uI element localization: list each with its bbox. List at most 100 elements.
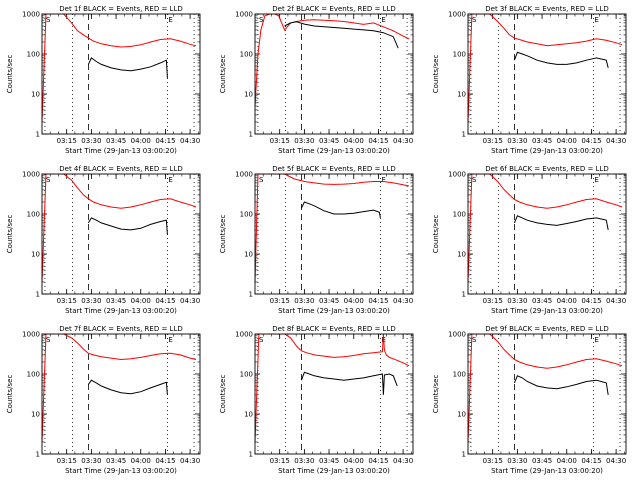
detector-panel-3: Det 3f BLACK = Events, RED = LLD Counts/s…	[432, 5, 627, 155]
time-marker-label: E	[594, 176, 598, 184]
x-tick-label: 04:00	[131, 297, 151, 305]
series-line-events	[300, 201, 381, 218]
x-tick-label: 03:45	[106, 297, 126, 305]
time-marker-label: E	[381, 16, 385, 24]
x-tick-label: 04:00	[344, 297, 364, 305]
y-tick-label: 100	[240, 211, 253, 219]
x-tick-label: 03:15	[270, 457, 290, 465]
x-axis-label: Start Time (29-Jan-13 03:00:20)	[278, 307, 390, 315]
plot-frame	[254, 333, 414, 455]
time-marker-label: S	[472, 176, 477, 184]
y-axis-label: Counts/sec	[219, 55, 227, 94]
x-tick-label: 04:00	[131, 137, 151, 145]
x-tick-label: 03:30	[507, 137, 527, 145]
x-axis-label: Start Time (29-Jan-13 03:00:20)	[65, 467, 177, 475]
x-tick-label: 04:15	[368, 457, 388, 465]
series-line-events	[284, 21, 399, 49]
detector-panel-5: Det 5f BLACK = Events, RED = LLD Counts/s…	[219, 165, 414, 315]
y-axis-label: Counts/sec	[432, 215, 440, 254]
y-tick-label: 1	[36, 131, 40, 139]
series-line-lld	[42, 14, 197, 123]
detector-panel-1: Det 1f BLACK = Events, RED = LLD Counts/s…	[6, 5, 201, 155]
y-tick-label: 1	[36, 451, 40, 459]
y-tick-label: 10	[457, 91, 466, 99]
panel-title: Det 8f BLACK = Events, RED = LLD	[272, 325, 395, 333]
series-line-lld	[255, 334, 410, 443]
x-tick-label: 03:45	[319, 297, 339, 305]
x-tick-label: 04:30	[180, 137, 200, 145]
x-tick-label: 04:00	[344, 137, 364, 145]
detector-panel-7: Det 7f BLACK = Events, RED = LLD Counts/s…	[6, 325, 201, 475]
series-line-lld	[255, 174, 410, 283]
x-axis-label: Start Time (29-Jan-13 03:00:20)	[278, 147, 390, 155]
x-tick-label: 04:30	[393, 297, 413, 305]
y-tick-label: 100	[27, 371, 40, 379]
y-tick-label: 1000	[448, 171, 466, 179]
y-tick-label: 1	[36, 291, 40, 299]
plot-frame	[467, 13, 627, 135]
x-tick-label: 04:30	[393, 457, 413, 465]
x-tick-label: 03:45	[532, 297, 552, 305]
detector-panel-2: Det 2f BLACK = Events, RED = LLD Counts/s…	[219, 5, 414, 155]
series-line-events	[513, 215, 609, 230]
y-tick-label: 1	[462, 451, 466, 459]
y-tick-label: 1	[249, 131, 253, 139]
panel-title: Det 6f BLACK = Events, RED = LLD	[485, 165, 608, 173]
time-marker-label: E	[381, 176, 385, 184]
x-tick-label: 03:45	[106, 457, 126, 465]
x-tick-label: 04:30	[606, 137, 626, 145]
time-marker-label: E	[168, 16, 172, 24]
y-tick-label: 1000	[448, 331, 466, 339]
time-marker-label: S	[259, 336, 264, 344]
series-line-events	[87, 379, 168, 395]
series-line-lld	[468, 14, 623, 123]
x-tick-label: 04:15	[368, 137, 388, 145]
panel-title: Det 4f BLACK = Events, RED = LLD	[59, 165, 182, 173]
time-marker-label: S	[46, 176, 51, 184]
x-axis-label: Start Time (29-Jan-13 03:00:20)	[65, 307, 177, 315]
x-tick-label: 03:15	[57, 137, 77, 145]
panel-title: Det 2f BLACK = Events, RED = LLD	[272, 5, 395, 13]
x-tick-label: 04:00	[557, 457, 577, 465]
x-tick-label: 03:30	[81, 457, 101, 465]
x-tick-label: 03:15	[57, 457, 77, 465]
x-tick-label: 04:00	[557, 137, 577, 145]
x-tick-label: 03:30	[294, 297, 314, 305]
x-tick-label: 04:30	[606, 297, 626, 305]
panel-title: Det 5f BLACK = Events, RED = LLD	[272, 165, 395, 173]
y-tick-label: 100	[453, 371, 466, 379]
detector-panel-8: Det 8f BLACK = Events, RED = LLD Counts/s…	[219, 325, 414, 475]
time-marker-label: E	[168, 176, 172, 184]
x-tick-label: 03:15	[483, 457, 503, 465]
y-axis-label: Counts/sec	[432, 375, 440, 414]
series-line-lld	[42, 174, 197, 283]
x-tick-label: 04:30	[180, 457, 200, 465]
y-axis-label: Counts/sec	[432, 55, 440, 94]
panel-title: Det 7f BLACK = Events, RED = LLD	[59, 325, 182, 333]
time-marker-label: S	[46, 336, 51, 344]
x-tick-label: 04:15	[155, 457, 175, 465]
y-axis-label: Counts/sec	[6, 215, 14, 254]
y-tick-label: 1	[462, 131, 466, 139]
time-marker-label: S	[472, 16, 477, 24]
series-line-lld	[42, 334, 197, 443]
plot-frame	[467, 333, 627, 455]
x-tick-label: 04:15	[581, 297, 601, 305]
y-tick-label: 100	[240, 371, 253, 379]
y-tick-label: 10	[244, 251, 253, 259]
y-tick-label: 100	[240, 51, 253, 59]
y-tick-label: 1000	[235, 11, 253, 19]
y-tick-label: 100	[27, 211, 40, 219]
series-line-events	[87, 57, 168, 79]
y-tick-label: 1000	[448, 11, 466, 19]
y-tick-label: 10	[457, 251, 466, 259]
series-line-events	[513, 51, 609, 69]
plot-frame	[254, 13, 414, 135]
x-tick-label: 03:30	[294, 457, 314, 465]
x-axis-label: Start Time (29-Jan-13 03:00:20)	[491, 307, 603, 315]
y-tick-label: 1000	[22, 331, 40, 339]
plot-frame	[254, 173, 414, 295]
y-tick-label: 1000	[22, 171, 40, 179]
